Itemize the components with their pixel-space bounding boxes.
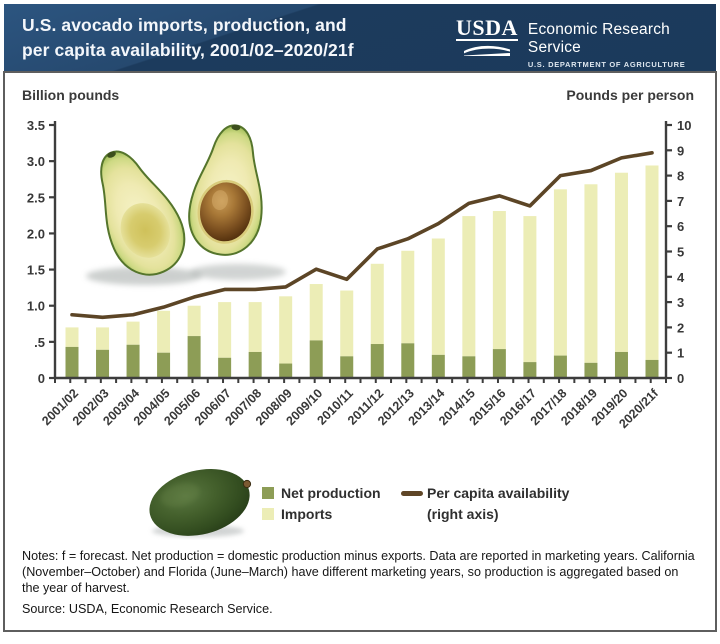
page-title-line1: U.S. avocado imports, production, and (22, 15, 347, 35)
agency-name: Economic Research Service (527, 21, 671, 56)
svg-text:2.0: 2.0 (27, 226, 45, 241)
svg-text:7: 7 (677, 194, 684, 209)
usda-acronym: USDA (456, 15, 518, 41)
department-name: U.S. DEPARTMENT OF AGRICULTURE (527, 60, 686, 69)
svg-text:2: 2 (677, 320, 684, 335)
svg-text:0: 0 (677, 371, 684, 386)
svg-text:1.5: 1.5 (27, 263, 45, 278)
svg-text:2.5: 2.5 (27, 190, 45, 205)
legend-swatch-net-production (262, 487, 274, 499)
avocado-halves-image (86, 124, 286, 285)
legend-swatch-imports (262, 508, 274, 520)
usda-logo-icon: USDA (456, 15, 518, 56)
legend-label-net-production: Net production (281, 485, 381, 501)
left-axis-title: Billion pounds (22, 87, 120, 103)
notes-text: Notes: f = forecast. Net production = do… (22, 549, 695, 595)
svg-text:9: 9 (677, 143, 684, 158)
legend-label-imports: Imports (281, 506, 333, 522)
usda-swoosh-icon (463, 45, 510, 56)
header-banner: U.S. avocado imports, production, and pe… (4, 4, 716, 72)
avocado-imports-chart: 3.53.02.52.01.51.0.501098765432102001/02… (27, 118, 692, 431)
svg-text:3.5: 3.5 (27, 118, 45, 133)
svg-text:6: 6 (677, 219, 684, 234)
svg-text:1.0: 1.0 (27, 299, 45, 314)
avocado-whole-image (149, 469, 252, 537)
legend-line-swatch (401, 491, 423, 496)
page-title-line2: per capita availability, 2001/02–2020/21… (22, 40, 354, 60)
svg-text:8: 8 (677, 169, 684, 184)
svg-text:3: 3 (677, 295, 684, 310)
svg-text:1: 1 (677, 346, 684, 361)
page-title: U.S. avocado imports, production, and pe… (4, 13, 354, 63)
legend-label-availability: Per capita availability (427, 485, 570, 501)
svg-text:4: 4 (677, 270, 685, 285)
usda-logo: USDA Economic Research Service U.S. DEPA… (456, 15, 716, 69)
svg-text:3.0: 3.0 (27, 154, 45, 169)
usda-logo-text: Economic Research Service U.S. DEPARTMEN… (528, 18, 716, 69)
legend-label-right-axis: (right axis) (427, 506, 499, 522)
svg-text:5: 5 (677, 245, 684, 260)
svg-text:10: 10 (677, 118, 691, 133)
right-axis-title: Pounds per person (566, 87, 694, 103)
svg-text:.5: .5 (34, 335, 45, 350)
source-text: Source: USDA, Economic Research Service. (22, 602, 273, 616)
svg-text:0: 0 (38, 371, 45, 386)
